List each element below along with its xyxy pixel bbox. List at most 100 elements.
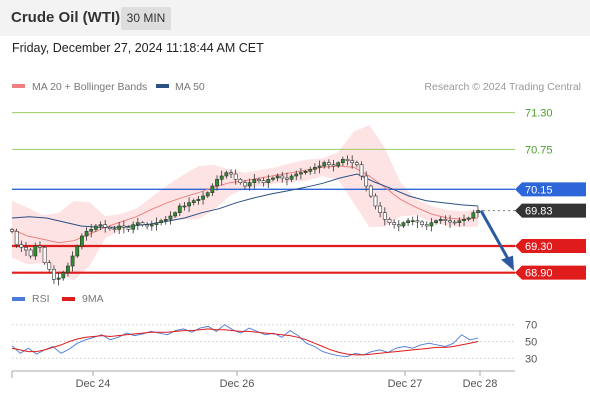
- candle-body: [364, 175, 369, 187]
- candle: [345, 155, 350, 166]
- candle-body: [317, 165, 322, 168]
- candle-body: [149, 224, 154, 227]
- candle: [289, 174, 294, 182]
- candle-body: [112, 228, 117, 230]
- candle-body: [331, 164, 336, 167]
- candle: [294, 170, 299, 180]
- candle: [107, 226, 112, 231]
- header-bar: Crude Oil (WTI) 30 MIN: [0, 0, 590, 36]
- research-credit: Research © 2024 Trading Central: [424, 81, 581, 93]
- candle-body: [210, 185, 215, 193]
- candle-body: [452, 221, 457, 224]
- candle-body: [145, 224, 150, 227]
- candle-body: [93, 225, 98, 230]
- candle-body: [121, 225, 126, 228]
- candle: [424, 221, 429, 230]
- forecast-arrow: [479, 209, 514, 271]
- candle: [350, 155, 355, 169]
- level-tag-69-83: [515, 203, 586, 218]
- candle-body: [247, 182, 252, 187]
- candle-body: [205, 192, 210, 197]
- candle-body: [368, 185, 373, 197]
- candle: [140, 221, 145, 227]
- candle-body: [350, 160, 355, 163]
- candle-body: [219, 175, 224, 180]
- candle: [285, 172, 289, 186]
- candle-body: [191, 200, 196, 203]
- time-tick-label: Dec 28: [463, 378, 498, 390]
- candle: [429, 218, 434, 232]
- candle: [312, 163, 317, 174]
- candle: [420, 220, 424, 228]
- price-levels: [12, 112, 515, 274]
- candle-body: [42, 247, 47, 263]
- candle: [326, 159, 331, 169]
- candle: [131, 221, 136, 234]
- candle-body: [373, 195, 378, 207]
- candle: [336, 161, 341, 168]
- candle: [271, 176, 275, 182]
- candle-body: [340, 159, 345, 163]
- candle-body: [438, 219, 443, 221]
- rsi-line: [11, 324, 479, 358]
- candle: [61, 270, 66, 281]
- time-axis: Dec 24 Dec 26 Dec 27 Dec 28: [11, 370, 515, 390]
- candle-body: [47, 262, 52, 270]
- candle: [368, 184, 373, 198]
- level-tag-68-90: [515, 265, 586, 280]
- candle: [331, 160, 336, 172]
- ma20-legend-swatch: [12, 84, 25, 88]
- candle: [75, 244, 80, 258]
- candle: [24, 242, 28, 256]
- candle: [215, 175, 219, 191]
- candle-body: [378, 205, 383, 213]
- candle-body: [70, 255, 75, 267]
- candle-body: [117, 225, 122, 230]
- candle-body: [410, 220, 415, 222]
- candle-body: [466, 217, 471, 220]
- candle: [466, 216, 471, 222]
- candle: [340, 156, 345, 166]
- candle: [452, 220, 457, 226]
- candle-body: [303, 171, 308, 173]
- candle-body: [406, 220, 411, 223]
- candle-body: [33, 245, 38, 257]
- candle: [56, 272, 61, 286]
- candle: [52, 265, 56, 284]
- candle-body: [233, 173, 238, 180]
- candle: [387, 217, 392, 226]
- candle-body: [243, 182, 247, 187]
- candle-body: [382, 212, 387, 220]
- price-candles: [10, 155, 480, 286]
- candle: [173, 211, 178, 218]
- candle: [19, 240, 24, 252]
- candle: [47, 260, 52, 273]
- candle: [392, 219, 397, 229]
- candle: [117, 222, 122, 234]
- candle-body: [434, 220, 438, 223]
- level-label-70-75: 70.75: [525, 144, 553, 156]
- candle: [187, 197, 191, 212]
- candle-body: [280, 175, 285, 179]
- candle: [10, 228, 14, 234]
- candle: [243, 180, 247, 190]
- candle-body: [14, 231, 19, 245]
- candle: [364, 171, 369, 192]
- candle: [70, 251, 75, 272]
- candle-body: [38, 245, 42, 248]
- interval-button[interactable]: 30 MIN: [121, 7, 171, 30]
- candle: [98, 221, 103, 230]
- candle-body: [159, 220, 164, 223]
- ma20-legend-label: MA 20 + Bollinger Bands: [32, 81, 147, 93]
- candle: [308, 166, 313, 175]
- candle-body: [19, 244, 24, 248]
- candle-body: [89, 229, 94, 232]
- candle-body: [168, 215, 173, 220]
- forecast-arrow-head: [501, 255, 514, 271]
- candle-body: [424, 224, 429, 227]
- candle: [145, 222, 150, 230]
- candle-body: [448, 220, 452, 223]
- candle: [201, 191, 205, 205]
- rsi-legend-swatch: [12, 297, 25, 301]
- candle: [299, 168, 303, 180]
